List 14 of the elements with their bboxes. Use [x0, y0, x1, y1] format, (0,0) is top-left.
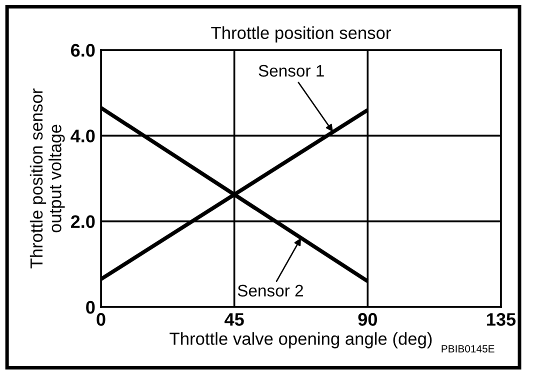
text: PBIB0145E	[442, 345, 494, 352]
x-tick-label: 90	[358, 313, 377, 326]
y-tick-label: 6.0	[71, 44, 95, 57]
y-axis-title: Throttle position sensor output voltage	[30, 88, 65, 268]
y-tick-label: 0	[86, 300, 95, 314]
x-tick-label: 135	[487, 313, 516, 326]
y-tick-label: 4.0	[70, 130, 95, 142]
x-tick-label: 0	[96, 313, 106, 326]
chart-title: Throttle position sensor	[211, 26, 391, 42]
x-axis-title: Throttle valve opening angle (deg)	[170, 332, 432, 348]
text: Sensor 2	[238, 284, 303, 297]
text: Sensor 1	[258, 64, 324, 77]
x-tick-label: 45	[224, 313, 244, 326]
y-tick-label: 2.0	[70, 215, 95, 228]
